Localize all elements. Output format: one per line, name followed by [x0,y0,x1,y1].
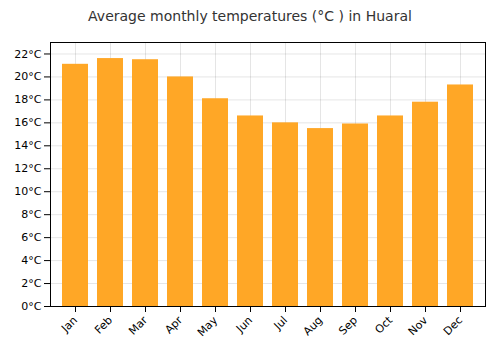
svg-text:6°C: 6°C [21,231,41,244]
svg-text:14°C: 14°C [14,139,41,152]
svg-text:Sep: Sep [336,314,360,338]
svg-text:Jun: Jun [233,314,255,336]
svg-text:Feb: Feb [92,314,115,337]
svg-text:16°C: 16°C [14,116,41,129]
svg-text:22°C: 22°C [14,47,41,60]
svg-text:18°C: 18°C [14,93,41,106]
svg-text:Mar: Mar [126,313,150,337]
html-text:Average monthly temperatures (: Average monthly temperatures (°C ) in Hu… [88,8,412,24]
svg-text:Aug: Aug [301,314,325,338]
svg-text:10°C: 10°C [14,185,41,198]
svg-text:0°C: 0°C [21,300,41,313]
svg-text:4°C: 4°C [21,254,41,267]
svg-text:20°C: 20°C [14,70,41,83]
svg-text:Dec: Dec [441,314,465,338]
svg-text:May: May [195,313,221,339]
svg-text:12°C: 12°C [14,162,41,175]
svg-text:Apr: Apr [162,313,185,336]
svg-text:Jul: Jul [271,314,290,333]
svg-text:8°C: 8°C [21,208,41,221]
svg-text:Oct: Oct [372,313,395,336]
svg-text:Nov: Nov [406,313,431,338]
svg-text:2°C: 2°C [21,277,41,290]
svg-text:Jan: Jan [58,314,80,336]
